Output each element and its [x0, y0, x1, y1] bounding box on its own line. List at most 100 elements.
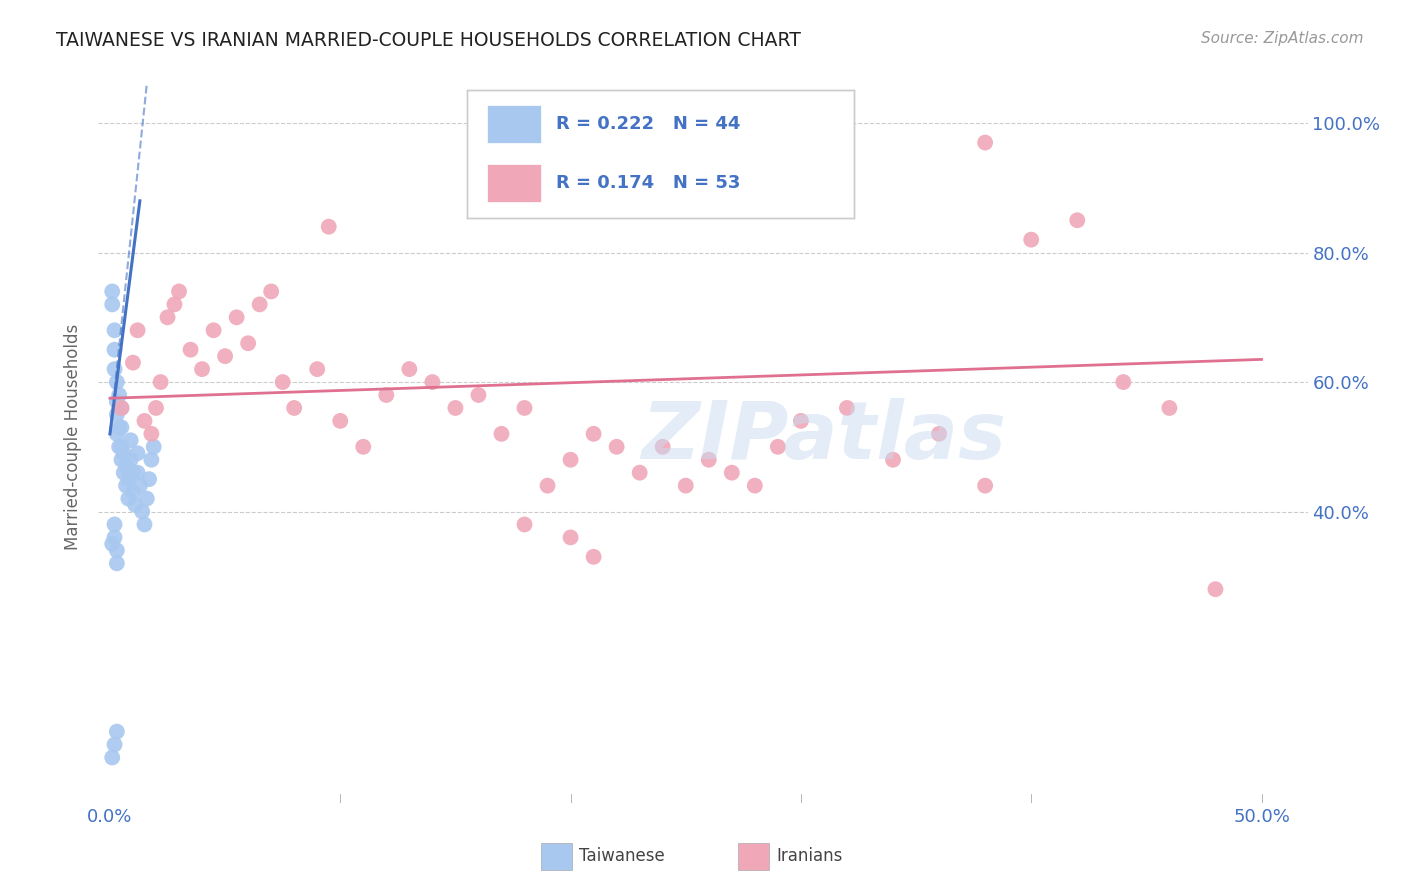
Point: [110, 401, 132, 415]
Point: [318, 219, 340, 234]
Point: [108, 440, 131, 454]
Point: [103, 323, 125, 337]
Point: [163, 297, 186, 311]
Point: [582, 426, 605, 441]
Point: [122, 356, 145, 370]
Point: [105, 394, 128, 409]
Text: TAIWANESE VS IRANIAN MARRIED-COUPLE HOUSEHOLDS CORRELATION CHART: TAIWANESE VS IRANIAN MARRIED-COUPLE HOUS…: [56, 31, 801, 50]
Point: [101, 285, 124, 299]
Point: [191, 362, 214, 376]
Point: [271, 375, 294, 389]
Point: [112, 446, 135, 460]
Point: [134, 414, 156, 428]
Point: [101, 537, 124, 551]
Point: [249, 297, 271, 311]
Point: [307, 362, 329, 376]
Point: [697, 452, 720, 467]
Point: [110, 440, 132, 454]
Point: [105, 724, 128, 739]
Point: [105, 426, 128, 441]
Point: [134, 517, 156, 532]
Point: [1066, 213, 1088, 227]
Point: [115, 478, 138, 492]
Point: [628, 466, 651, 480]
Point: [120, 434, 142, 448]
Point: [117, 472, 139, 486]
Point: [141, 452, 163, 467]
Point: [744, 478, 766, 492]
Point: [202, 323, 225, 337]
Point: [127, 323, 149, 337]
Point: [236, 336, 259, 351]
Point: [101, 297, 124, 311]
Point: [928, 426, 950, 441]
Point: [103, 343, 125, 357]
Point: [115, 459, 138, 474]
Point: [122, 466, 145, 480]
Point: [120, 452, 142, 467]
Point: [1204, 582, 1226, 597]
Point: [142, 440, 165, 454]
Point: [117, 491, 139, 506]
Point: [127, 466, 149, 480]
Y-axis label: Married-couple Households: Married-couple Households: [65, 324, 83, 550]
Point: [103, 530, 125, 544]
Point: [214, 349, 236, 363]
Point: [122, 485, 145, 500]
Point: [1112, 375, 1135, 389]
Text: ZIPatlas: ZIPatlas: [641, 398, 1007, 476]
Point: [398, 362, 420, 376]
Point: [101, 750, 124, 764]
Point: [124, 498, 146, 512]
Point: [138, 472, 160, 486]
Point: [1019, 233, 1042, 247]
Point: [651, 440, 673, 454]
Point: [974, 136, 997, 150]
Point: [513, 517, 536, 532]
Point: [491, 426, 513, 441]
Point: [141, 426, 163, 441]
Point: [560, 530, 582, 544]
Point: [882, 452, 904, 467]
Point: [422, 375, 444, 389]
Point: [283, 401, 305, 415]
Point: [513, 401, 536, 415]
Point: [156, 310, 179, 325]
Point: [260, 285, 283, 299]
Point: [180, 343, 202, 357]
Point: [329, 414, 352, 428]
Point: [105, 557, 128, 571]
Point: [108, 388, 131, 402]
Point: [974, 478, 997, 492]
Text: Iranians: Iranians: [776, 847, 842, 865]
Point: [103, 517, 125, 532]
Point: [560, 452, 582, 467]
Point: [766, 440, 789, 454]
Point: [131, 504, 153, 518]
Point: [127, 446, 149, 460]
Point: [105, 543, 128, 558]
Point: [352, 440, 374, 454]
Point: [1159, 401, 1181, 415]
Text: Taiwanese: Taiwanese: [579, 847, 665, 865]
Text: Source: ZipAtlas.com: Source: ZipAtlas.com: [1201, 31, 1364, 46]
Point: [444, 401, 467, 415]
Point: [105, 375, 128, 389]
Point: [145, 401, 167, 415]
Point: [149, 375, 172, 389]
Point: [110, 452, 132, 467]
Point: [103, 738, 125, 752]
Point: [103, 362, 125, 376]
Point: [720, 466, 742, 480]
Point: [375, 388, 398, 402]
Point: [582, 549, 605, 564]
Point: [790, 414, 813, 428]
Point: [128, 478, 150, 492]
Point: [536, 478, 558, 492]
Point: [225, 310, 247, 325]
Point: [110, 401, 132, 415]
Point: [110, 420, 132, 434]
Point: [835, 401, 858, 415]
Point: [167, 285, 190, 299]
Point: [135, 491, 157, 506]
